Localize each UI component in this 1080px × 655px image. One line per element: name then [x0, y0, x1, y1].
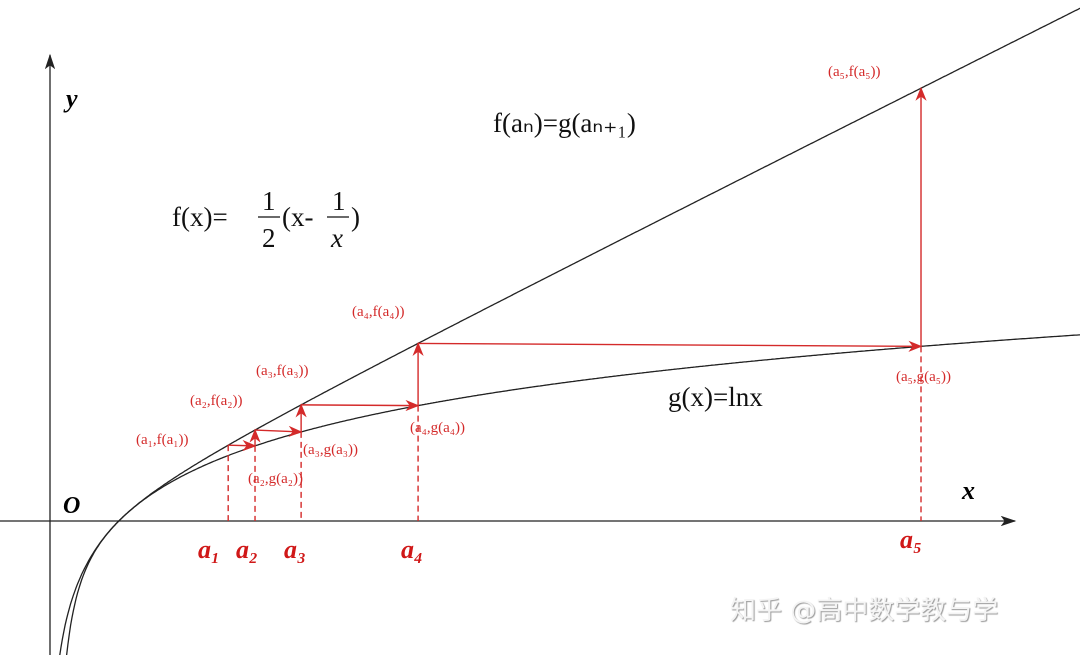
f-formula-mid: (x-	[282, 202, 313, 232]
recurrence-label: f(aₙ)=g(aₙ₊₁)	[493, 108, 636, 138]
horizontal-step-1	[228, 439, 257, 452]
f-curve	[65, 7, 1080, 655]
g-curve	[59, 334, 1080, 655]
sequence-steps	[227, 86, 927, 521]
f-formula-den2: x	[330, 223, 343, 253]
a-label-3: a₃	[284, 535, 306, 564]
f-point-label-5: (a₅,f(a₅))	[828, 64, 881, 80]
a-label-4: a₄	[401, 535, 423, 564]
a-label-2: a₂	[236, 535, 258, 564]
f-point-label-1: (a₁,f(a₁))	[136, 432, 189, 448]
f-point-label-3: (a₃,f(a₃))	[256, 363, 309, 379]
g-point-label-5: (a₅,g(a₅))	[896, 369, 951, 385]
g-point-label-4: (a₄,g(a₄))	[410, 420, 465, 436]
origin-label: O	[63, 493, 80, 519]
f-formula-num2: 1	[332, 186, 346, 216]
x-axis-label: x	[961, 476, 975, 505]
f-point-label-4: (a₄,f(a₄))	[352, 304, 405, 320]
f-formula-den: 2	[262, 223, 276, 253]
f-point-label-2: (a₂,f(a₂))	[190, 393, 243, 409]
g-point-label-3: (a₃,g(a₃))	[303, 442, 358, 458]
a-label-5: a₅	[900, 525, 922, 554]
f-formula-lhs: f(x)=	[172, 202, 228, 232]
g-formula: g(x)=lnx	[668, 382, 763, 412]
horizontal-step-4	[418, 340, 923, 352]
f-formula-end: )	[351, 202, 360, 232]
g-point-label-2: (a₂,g(a₂))	[248, 471, 303, 487]
y-axis-label: y	[63, 84, 78, 113]
a-label-1: a₁	[198, 535, 220, 564]
f-formula: f(x)= 1 2 (x- 1 x )	[172, 186, 360, 253]
watermark: 知乎 @高中数学教与学	[730, 596, 999, 626]
f-formula-num: 1	[262, 186, 276, 216]
horizontal-step-2	[254, 425, 303, 438]
horizontal-step-3	[301, 399, 420, 412]
